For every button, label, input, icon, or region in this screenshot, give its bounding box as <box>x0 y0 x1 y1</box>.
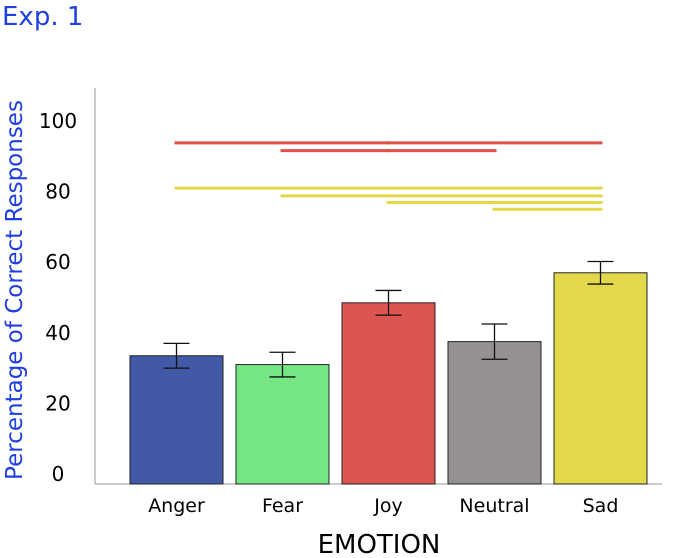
panel-label: Exp. 1 <box>2 2 84 32</box>
y-tick-label: 100 <box>39 109 77 133</box>
labels: 0 20 40 60 80 100 Anger Fear Joy Neutral Sad EMOTIO… <box>2 100 618 558</box>
x-tick-label: Neutral <box>459 495 529 517</box>
y-tick-label: 0 <box>52 462 65 486</box>
significance-lines <box>174 141 603 211</box>
bar-joy <box>341 302 436 485</box>
bar-anger <box>129 355 224 485</box>
x-tick-label: Sad <box>583 495 619 517</box>
y-tick-label: 60 <box>45 250 70 274</box>
x-axis-title: EMOTION <box>318 530 441 558</box>
x-tick-label: Joy <box>373 495 402 517</box>
bar-fear <box>235 364 330 485</box>
y-tick-label: 20 <box>45 391 70 415</box>
x-tick-label: Fear <box>262 495 303 517</box>
error-bars <box>163 260 614 378</box>
bar-neutral <box>447 341 542 485</box>
y-tick-label: 40 <box>45 321 70 345</box>
x-tick-label: Anger <box>148 495 205 517</box>
bars <box>129 272 648 485</box>
y-tick-label: 80 <box>45 180 70 204</box>
y-axis-title: Percentage of Correct Responses <box>2 100 28 480</box>
bar-sad <box>553 272 648 485</box>
